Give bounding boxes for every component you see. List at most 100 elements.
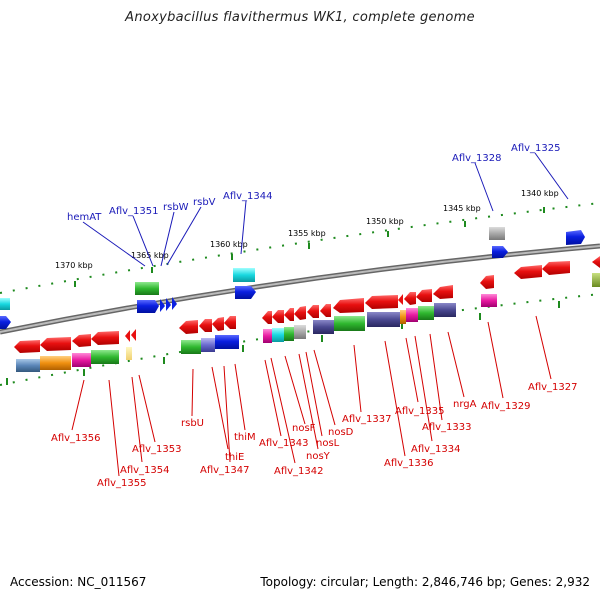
gene-red <box>262 311 272 324</box>
gene-label-rsbW: rsbW <box>163 202 189 213</box>
gene-label-aflv1351: Aflv_1351 <box>109 206 159 217</box>
gene-red <box>542 261 570 275</box>
forward-genes <box>0 227 585 329</box>
gene-slate <box>367 312 400 327</box>
gene-red <box>433 285 453 299</box>
gene-red <box>199 319 212 332</box>
gene-gray <box>294 325 306 339</box>
gene-green <box>418 306 434 320</box>
top-leaders <box>82 152 569 267</box>
gene-cyan <box>233 268 255 282</box>
bottom-leaders <box>71 315 552 477</box>
gene-blue <box>235 286 256 299</box>
gene-green <box>135 282 159 295</box>
gene-red <box>179 320 198 334</box>
gene-label-aflv1344: Aflv_1344 <box>223 191 273 202</box>
gene-red <box>416 289 432 302</box>
gene-label-aflv1325: Aflv_1325 <box>511 143 561 154</box>
gene-pink <box>72 353 91 367</box>
gene-label-aflv1343: Aflv_1343 <box>259 438 309 449</box>
accession-text: Accession: NC_011567 <box>10 575 147 589</box>
kbp-label: 1360 kbp <box>210 240 248 249</box>
gene-red <box>514 265 542 279</box>
gene-green <box>181 340 201 354</box>
gene-blue <box>492 246 508 258</box>
gene-label-aflv1328: Aflv_1328 <box>452 153 502 164</box>
gene-label-aflv1333: Aflv_1333 <box>422 422 472 433</box>
gene-label-nosL: nosL <box>316 438 340 449</box>
gene-pink <box>406 308 418 322</box>
gene-cyan <box>272 328 284 342</box>
gene-orange <box>40 356 71 370</box>
gene-red <box>212 317 224 331</box>
gene-label-aflv1354: Aflv_1354 <box>120 465 170 476</box>
gene-blue <box>172 297 177 310</box>
gene-red <box>131 329 136 341</box>
gene-pink <box>481 294 497 307</box>
gene-label-aflv1327: Aflv_1327 <box>528 382 578 393</box>
gene-red <box>320 304 331 317</box>
gene-green <box>284 327 294 341</box>
gene-label-thiM: thiM <box>234 432 256 443</box>
gene-red <box>404 292 416 305</box>
gene-label-aflv1337: Aflv_1337 <box>342 414 392 425</box>
gene-red <box>224 316 236 329</box>
gene-label-rsbV: rsbV <box>193 197 216 208</box>
gene-label-aflv1334: Aflv_1334 <box>411 444 461 455</box>
gene-label-hemAT: hemAT <box>67 212 102 223</box>
gene-label-rsbU: rsbU <box>181 418 204 429</box>
gene-blue <box>215 335 239 349</box>
gene-slate <box>434 303 456 317</box>
gene-label-aflv1342: Aflv_1342 <box>274 466 324 477</box>
gene-red <box>14 340 40 353</box>
gene-cyan <box>0 298 10 310</box>
kbp-label: 1350 kbp <box>366 217 404 226</box>
gene-steel <box>16 359 40 372</box>
gene-red <box>294 306 306 320</box>
gene-pink <box>263 329 272 343</box>
gene-blue <box>166 298 171 311</box>
gene-label-nosD: nosD <box>328 427 354 438</box>
gene-gray <box>489 227 505 240</box>
map-title: Anoxybacillus flavithermus WK1, complete… <box>125 10 475 25</box>
gene-olive <box>592 273 600 287</box>
gene-label-aflv1356: Aflv_1356 <box>51 433 101 444</box>
gene-red <box>592 256 600 268</box>
gene-label-aflv1353: Aflv_1353 <box>132 444 182 455</box>
gene-blue <box>137 300 159 313</box>
gene-label-nrgA: nrgA <box>453 399 477 410</box>
kbp-label: 1355 kbp <box>288 229 326 238</box>
gene-blue <box>566 230 585 245</box>
gene-green <box>91 350 119 364</box>
gene-red <box>333 298 364 313</box>
kbp-label: 1365 kbp <box>131 251 169 260</box>
kbp-label: 1370 kbp <box>55 261 93 270</box>
gene-label-nosY: nosY <box>306 451 331 462</box>
major-ticks <box>6 207 560 385</box>
gene-orange <box>400 310 406 324</box>
gene-red <box>72 334 91 347</box>
kbp-label: 1340 kbp <box>521 189 559 198</box>
gene-green <box>334 316 365 331</box>
gene-red <box>272 310 284 323</box>
kbp-label: 1345 kbp <box>443 204 481 213</box>
gene-yellow <box>126 347 132 360</box>
gene-red <box>125 330 130 342</box>
gene-label-aflv1355: Aflv_1355 <box>97 478 147 489</box>
gene-purple <box>201 338 215 352</box>
gene-red <box>91 331 119 345</box>
gene-red <box>284 308 294 321</box>
gene-label-aflv1335: Aflv_1335 <box>395 406 445 417</box>
gene-blue <box>0 316 11 329</box>
gene-red <box>365 295 398 309</box>
topology-text: Topology: circular; Length: 2,846,746 bp… <box>260 575 590 589</box>
gene-red <box>307 305 319 318</box>
gene-label-aflv1347: Aflv_1347 <box>200 465 250 476</box>
gene-slate <box>313 320 334 334</box>
reverse-genes <box>14 256 600 372</box>
gene-label-nosF: nosF <box>292 423 316 434</box>
gene-red <box>40 337 71 351</box>
gene-label-thiE: thiE <box>225 452 244 463</box>
gene-red <box>480 275 494 289</box>
